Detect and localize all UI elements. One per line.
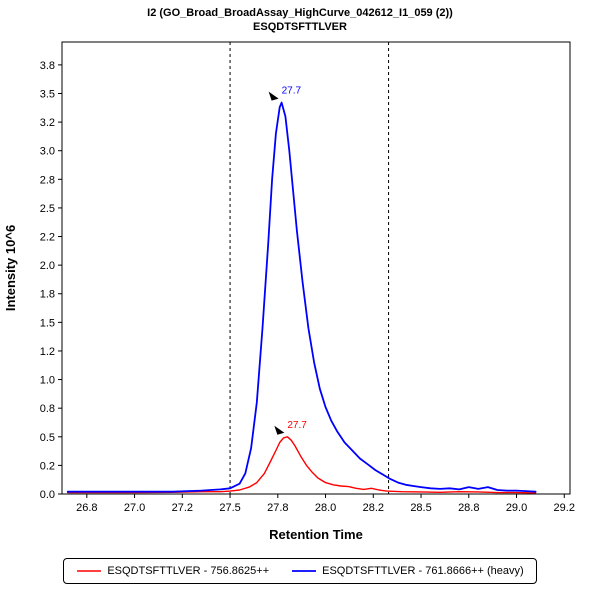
peak-annotation-arrow [268, 91, 279, 101]
chart-subtitle: ESQDTSFTTLVER [253, 21, 347, 33]
x-tick-label: 29.2 [554, 502, 575, 514]
y-tick-label: 0.5 [40, 432, 55, 444]
x-tick-label: 27.0 [124, 502, 145, 514]
y-tick-label: 0.0 [40, 489, 55, 501]
y-tick-label: 3.2 [40, 117, 55, 129]
x-tick-label: 28.0 [315, 502, 336, 514]
x-tick-label: 29.0 [506, 502, 527, 514]
legend-label-heavy: ESQDTSFTTLVER - 761.8666++ (heavy) [322, 565, 524, 577]
peak-annotation-label: 27.7 [287, 420, 307, 431]
y-tick-label: 0.8 [40, 403, 55, 415]
x-tick-label: 28.5 [410, 502, 431, 514]
y-tick-label: 1.8 [40, 289, 55, 301]
legend-line-sample-blue [292, 570, 317, 572]
legend-item-heavy: ESQDTSFTTLVER - 761.8666++ (heavy) [291, 565, 524, 577]
legend-line-sample-red [77, 570, 102, 572]
y-axis-title: Intensity 10^6 [3, 225, 18, 311]
y-tick-label: 3.8 [40, 60, 55, 72]
x-axis-title: Retention Time [269, 527, 363, 542]
y-tick-label: 1.2 [40, 346, 55, 358]
y-tick-label: 1.0 [40, 375, 55, 387]
series-line-1 [66, 101, 537, 493]
chart-title-block: I2 (GO_Broad_BroadAssay_HighCurve_042612… [147, 0, 453, 34]
y-tick-label: 3.0 [40, 146, 55, 158]
legend: ESQDTSFTTLVER - 756.8625++ ESQDTSFTTLVER… [63, 558, 537, 584]
y-tick-label: 2.0 [40, 260, 55, 272]
chromatogram-plot[interactable]: 26.8 27.0 27.2 27.5 27.8 28.0 28.2 28.5 28.8 29.0… [0, 34, 600, 554]
x-tick-label: 27.5 [219, 502, 240, 514]
y-tick-label: 1.5 [40, 317, 55, 329]
x-tick-label: 27.8 [267, 502, 288, 514]
x-tick-label: 26.8 [76, 502, 97, 514]
series-line-0 [66, 436, 537, 494]
legend-item-light: ESQDTSFTTLVER - 756.8625++ [76, 565, 269, 577]
x-tick-label: 28.8 [458, 502, 479, 514]
peak-annotation-label: 27.7 [282, 86, 302, 97]
legend-label-light: ESQDTSFTTLVER - 756.8625++ [107, 565, 270, 577]
x-tick-label: 27.2 [172, 502, 193, 514]
y-tick-label: 2.8 [40, 174, 55, 186]
y-tick-label: 2.5 [40, 203, 55, 215]
plot-frame [61, 41, 571, 495]
y-tick-label: 0.2 [40, 460, 55, 472]
chart-title: I2 (GO_Broad_BroadAssay_HighCurve_042612… [147, 7, 453, 19]
y-tick-label: 3.5 [40, 88, 55, 100]
y-tick-label: 2.2 [40, 232, 55, 244]
x-tick-label: 28.2 [363, 502, 384, 514]
peak-annotation-arrow [274, 425, 285, 435]
